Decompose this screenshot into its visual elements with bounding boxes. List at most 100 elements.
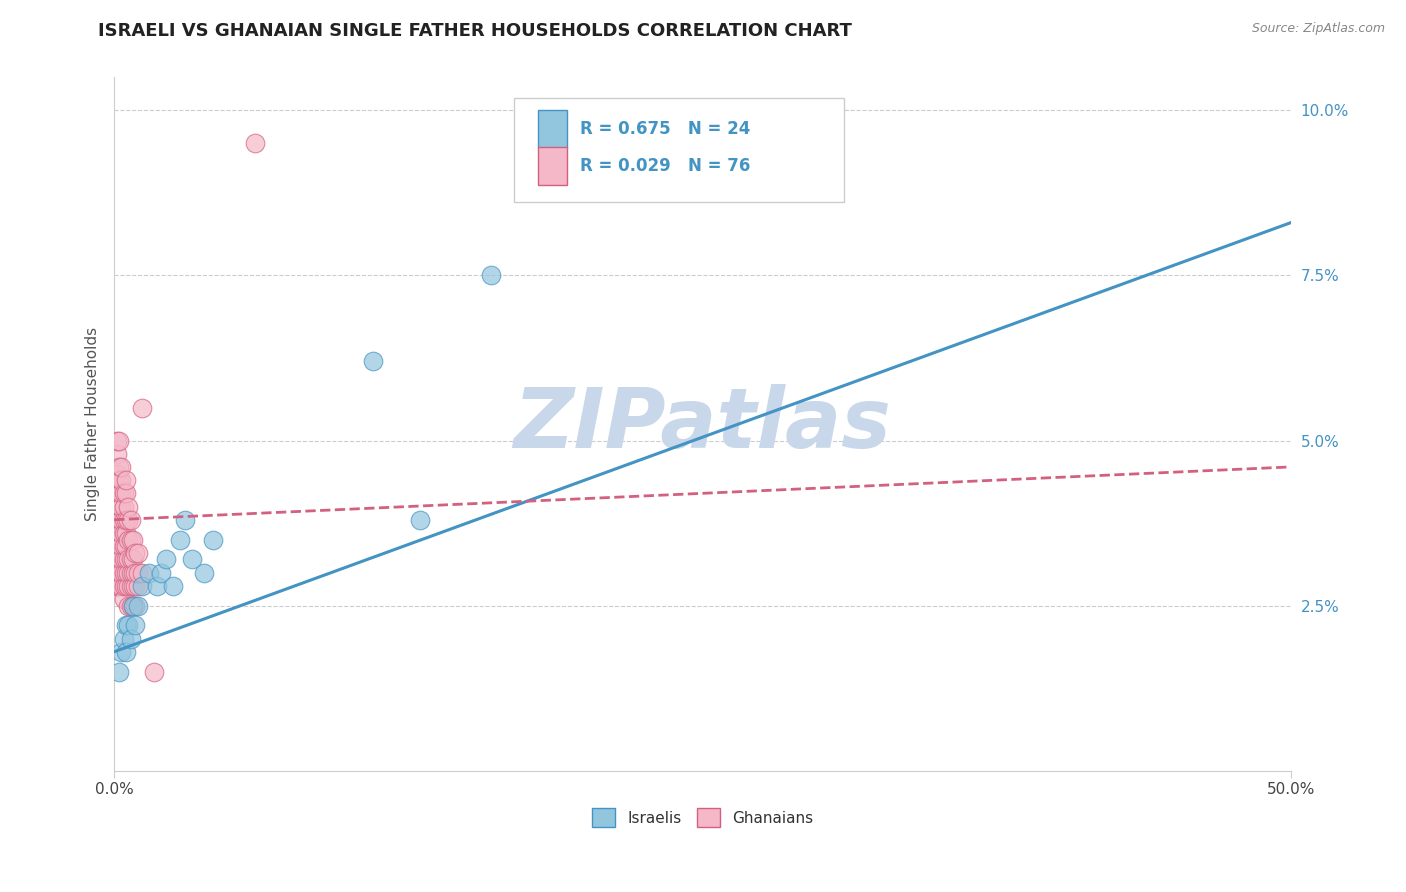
Point [180,552,202,566]
Point [110,513,132,527]
Point [124,546,146,560]
Point [409,513,432,527]
Point [115,473,138,487]
Point [105,579,128,593]
Point [110,500,132,514]
Point [169,533,191,547]
Point [120,599,142,613]
Point [105,434,128,448]
Point [105,552,128,566]
Point [155,552,177,566]
Point [117,513,139,527]
Point [479,268,502,283]
Point [173,513,195,527]
Point [108,473,131,487]
Point [122,579,145,593]
Point [105,480,128,494]
Point [112,591,135,606]
Point [112,513,135,527]
Point [108,513,131,527]
Point [120,513,142,527]
Point [131,401,153,415]
Point [112,579,135,593]
Point [122,552,145,566]
Point [112,525,135,540]
Point [110,566,132,580]
Point [120,552,142,566]
Point [122,566,145,580]
Point [117,566,139,580]
Point [115,525,138,540]
Point [115,579,138,593]
FancyBboxPatch shape [537,111,567,148]
Point [112,632,135,646]
Legend: Israelis, Ghanaians: Israelis, Ghanaians [586,802,820,833]
Point [122,599,145,613]
Point [120,566,142,580]
Point [108,665,131,679]
Point [110,459,132,474]
Y-axis label: Single Father Households: Single Father Households [86,327,100,521]
Point [115,486,138,500]
Point [115,566,138,580]
Point [108,579,131,593]
Point [117,552,139,566]
Point [105,467,128,481]
Point [108,533,131,547]
Point [110,645,132,659]
Point [122,599,145,613]
Point [124,599,146,613]
Point [115,552,138,566]
Point [124,618,146,632]
Point [105,447,128,461]
Point [110,552,132,566]
Point [112,552,135,566]
FancyBboxPatch shape [537,147,567,186]
FancyBboxPatch shape [515,98,844,202]
Point [127,546,149,560]
Point [120,533,142,547]
Text: ZIPatlas: ZIPatlas [513,384,891,465]
Point [108,459,131,474]
Point [120,632,142,646]
Point [108,486,131,500]
Point [108,566,131,580]
Point [110,473,132,487]
Point [115,618,138,632]
Point [108,546,131,560]
Point [117,579,139,593]
Point [127,599,149,613]
Point [150,566,173,580]
Point [108,434,131,448]
Point [127,579,149,593]
Point [105,513,128,527]
Point [138,566,160,580]
Point [110,539,132,553]
Point [117,599,139,613]
Point [127,566,149,580]
Point [112,500,135,514]
Text: R = 0.675   N = 24: R = 0.675 N = 24 [581,120,751,138]
Point [105,500,128,514]
Text: ISRAELI VS GHANAIAN SINGLE FATHER HOUSEHOLDS CORRELATION CHART: ISRAELI VS GHANAIAN SINGLE FATHER HOUSEH… [98,22,852,40]
Point [202,533,225,547]
Text: R = 0.029   N = 76: R = 0.029 N = 76 [581,157,751,175]
Point [110,579,132,593]
Point [117,618,139,632]
Point [193,566,215,580]
Point [245,136,267,151]
Point [110,525,132,540]
Point [105,533,128,547]
Point [115,539,138,553]
Point [117,500,139,514]
Point [115,645,138,659]
Point [145,579,167,593]
Text: Source: ZipAtlas.com: Source: ZipAtlas.com [1251,22,1385,36]
Point [112,539,135,553]
Point [112,566,135,580]
Point [112,486,135,500]
Point [105,566,128,580]
Point [120,579,142,593]
Point [124,579,146,593]
Point [131,579,153,593]
